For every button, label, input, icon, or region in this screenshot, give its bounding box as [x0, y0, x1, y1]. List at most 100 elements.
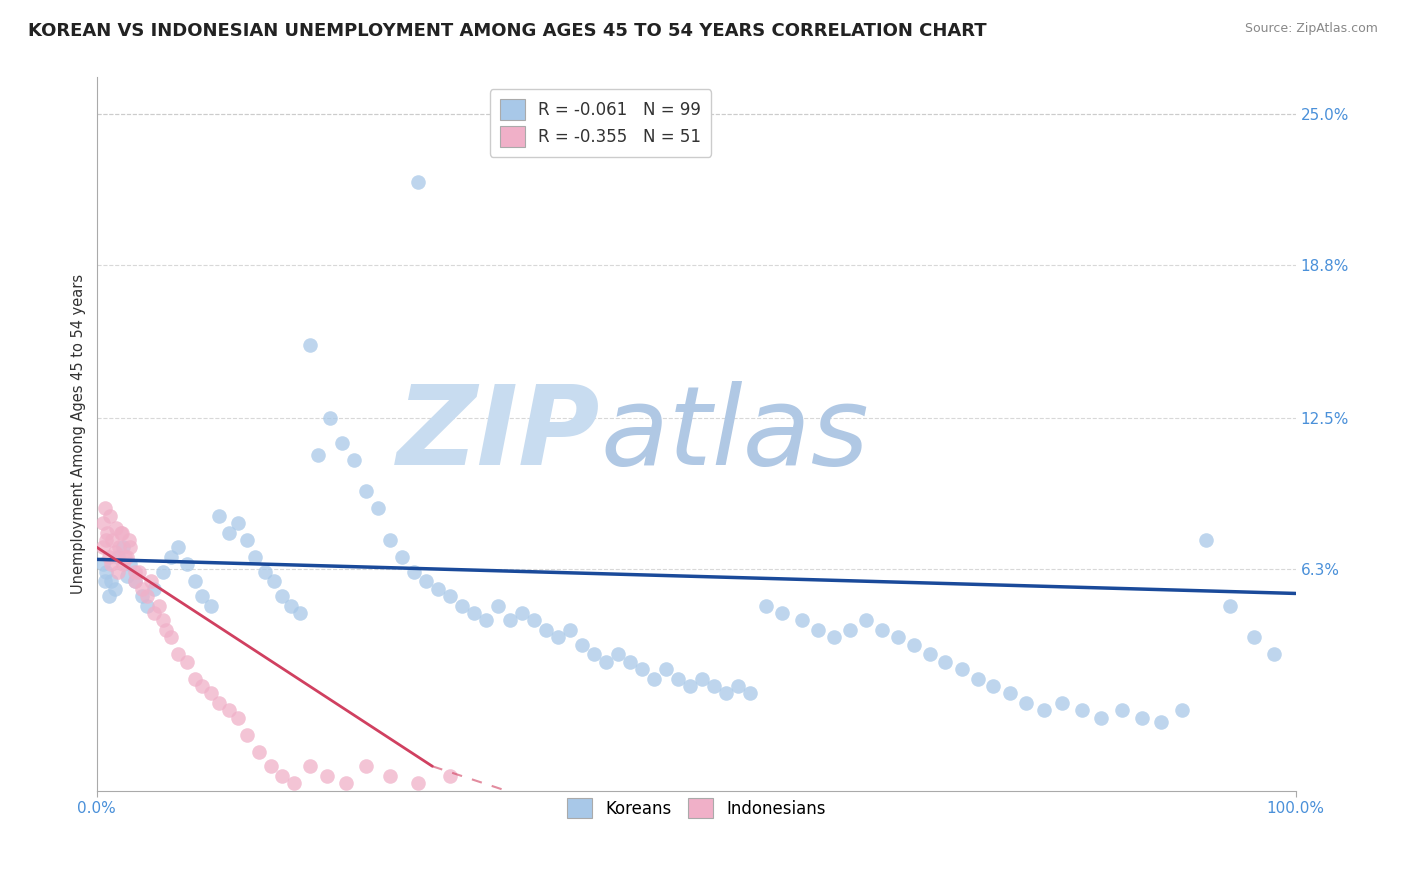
Point [271, 589, 294, 603]
Point [406, 776, 429, 790]
Point [263, 574, 285, 589]
Point [643, 672, 665, 686]
Point [110, 525, 132, 540]
Point [463, 606, 485, 620]
Point [160, 630, 183, 644]
Point [755, 599, 778, 613]
Point [406, 175, 429, 189]
Point [934, 655, 956, 669]
Point [101, 533, 124, 547]
Point [97, 589, 120, 603]
Point [391, 549, 413, 564]
Text: Source: ZipAtlas.com: Source: ZipAtlas.com [1244, 22, 1378, 36]
Point [94, 501, 117, 516]
Point [120, 558, 142, 572]
Point [200, 686, 222, 700]
Point [1263, 648, 1285, 662]
Point [475, 613, 498, 627]
Point [280, 599, 302, 613]
Point [380, 769, 402, 783]
Point [104, 521, 127, 535]
Point [714, 686, 737, 700]
Point [152, 613, 174, 627]
Point [655, 662, 678, 676]
Point [703, 679, 725, 693]
Point [208, 696, 231, 710]
Point [114, 549, 136, 564]
Text: atlas: atlas [600, 381, 869, 488]
Point [136, 589, 159, 603]
Point [1243, 630, 1265, 644]
Legend: Koreans, Indonesians: Koreans, Indonesians [560, 791, 832, 825]
Point [104, 545, 127, 559]
Point [595, 655, 617, 669]
Point [96, 565, 118, 579]
Point [571, 638, 593, 652]
Point [631, 662, 654, 676]
Point [112, 540, 135, 554]
Point [583, 648, 606, 662]
Point [966, 672, 988, 686]
Point [191, 679, 214, 693]
Point [439, 769, 461, 783]
Y-axis label: Unemployment Among Ages 45 to 54 years: Unemployment Among Ages 45 to 54 years [72, 274, 86, 594]
Point [124, 565, 146, 579]
Point [950, 662, 973, 676]
Point [91, 516, 114, 530]
Point [271, 769, 294, 783]
Point [343, 452, 366, 467]
Point [547, 630, 569, 644]
Point [1219, 599, 1241, 613]
Point [104, 582, 127, 596]
Point [356, 484, 378, 499]
Point [690, 672, 713, 686]
Point [91, 540, 114, 554]
Point [128, 565, 150, 579]
Point [218, 525, 240, 540]
Point [108, 540, 131, 554]
Point [152, 565, 174, 579]
Point [1090, 710, 1112, 724]
Point [870, 623, 893, 637]
Point [1015, 696, 1038, 710]
Point [367, 501, 389, 516]
Point [619, 655, 641, 669]
Point [143, 606, 166, 620]
Point [176, 558, 198, 572]
Point [772, 606, 794, 620]
Point [1032, 703, 1054, 717]
Point [124, 574, 146, 589]
Point [97, 549, 120, 564]
Point [191, 589, 214, 603]
Point [1195, 533, 1218, 547]
Point [983, 679, 1005, 693]
Point [167, 540, 190, 554]
Point [100, 574, 122, 589]
Point [903, 638, 925, 652]
Point [1130, 710, 1153, 724]
Point [356, 759, 378, 773]
Point [380, 533, 402, 547]
Point [299, 759, 322, 773]
Point [1150, 715, 1173, 730]
Point [98, 508, 121, 523]
Point [790, 613, 813, 627]
Point [235, 728, 257, 742]
Point [807, 623, 830, 637]
Point [451, 599, 474, 613]
Point [404, 565, 426, 579]
Point [226, 516, 249, 530]
Point [307, 448, 329, 462]
Point [727, 679, 749, 693]
Point [536, 623, 558, 637]
Point [247, 745, 270, 759]
Point [1170, 703, 1192, 717]
Point [148, 599, 170, 613]
Point [738, 686, 761, 700]
Point [855, 613, 877, 627]
Point [235, 533, 257, 547]
Point [139, 574, 162, 589]
Point [112, 558, 135, 572]
Point [136, 599, 159, 613]
Point [218, 703, 240, 717]
